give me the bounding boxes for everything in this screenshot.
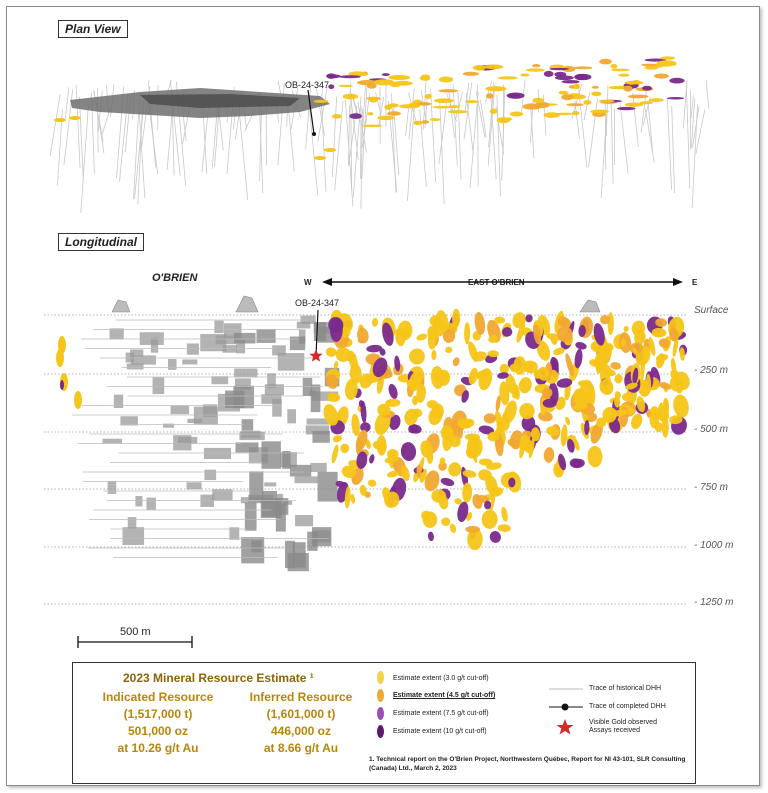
extent-10g-label: Estimate extent (10 g/t cut-off) [393, 728, 487, 735]
swatch-45g [377, 689, 384, 702]
plan-view-title: Plan View [58, 20, 128, 38]
indicated-grade: at 10.26 g/t Au [117, 741, 199, 755]
depth-1250: - 1250 m [694, 597, 734, 608]
longitudinal-title: Longitudinal [58, 233, 144, 251]
historical-dhh-label: Trace of historical DHH [589, 685, 662, 692]
long-hole-label: OB-24-347 [295, 298, 340, 308]
inferred-grade: at 8.66 g/t Au [263, 741, 339, 755]
inferred-tonnes: (1,601,000 t) [266, 707, 336, 721]
indicated-tonnes: (1,517,000 t) [123, 707, 193, 721]
indicated-heading: Indicated Resource [102, 690, 214, 704]
east-label: E [692, 278, 698, 287]
depth-surface: Surface [694, 305, 729, 316]
extent-3g-label: Estimate extent (3.0 g/t cut-off) [393, 675, 489, 682]
west-label: W [304, 278, 312, 287]
depth-500: - 500 m [694, 424, 728, 435]
legend-symbols [549, 688, 583, 735]
extent-75g-label: Estimate extent (7.5 g/t cut-off) [393, 710, 489, 717]
obrien-label: O'BRIEN [152, 272, 198, 284]
indicated-ounces: 501,000 oz [127, 724, 189, 738]
depth-250: - 250 m [694, 365, 728, 376]
longitudinal-section [44, 278, 690, 648]
swatch-3g [377, 671, 384, 684]
scale-bar-label: 500 m [120, 626, 151, 638]
depth-750: - 750 m [694, 482, 728, 493]
figure-frame [6, 6, 760, 786]
resource-estimate-title: 2023 Mineral Resource Estimate ¹ [123, 671, 314, 685]
footnote: 1. Technical report on the O'Brien Proje… [369, 756, 686, 772]
indicated-resource: Indicated Resource (1,517,000 t) 501,000… [83, 689, 233, 757]
inferred-resource: Inferred Resource (1,601,000 t) 446,000 … [231, 689, 371, 757]
extent-45g-label: Estimate extent (4.5 g/t cut-off) [393, 692, 496, 699]
plan-hole-label: OB-24-347 [285, 80, 330, 90]
swatch-10g [377, 725, 384, 738]
swatch-75g [377, 707, 384, 720]
visible-gold-label-2: Assays received [589, 727, 640, 734]
inferred-heading: Inferred Resource [249, 690, 353, 704]
plan-view-map [49, 56, 710, 213]
completed-dhh-label: Trace of completed DHH [589, 703, 666, 710]
depth-1000: - 1000 m [694, 540, 734, 551]
inferred-ounces: 446,000 oz [270, 724, 332, 738]
visible-gold-label-1: Visible Gold observed [589, 719, 657, 726]
legend-box: 2023 Mineral Resource Estimate ¹ Indicat… [72, 662, 696, 784]
